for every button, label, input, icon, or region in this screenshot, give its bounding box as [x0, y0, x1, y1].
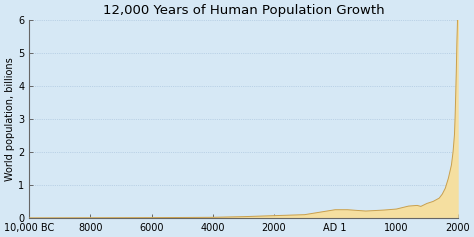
Title: 12,000 Years of Human Population Growth: 12,000 Years of Human Population Growth	[102, 4, 384, 17]
Y-axis label: World population, billions: World population, billions	[5, 57, 15, 181]
